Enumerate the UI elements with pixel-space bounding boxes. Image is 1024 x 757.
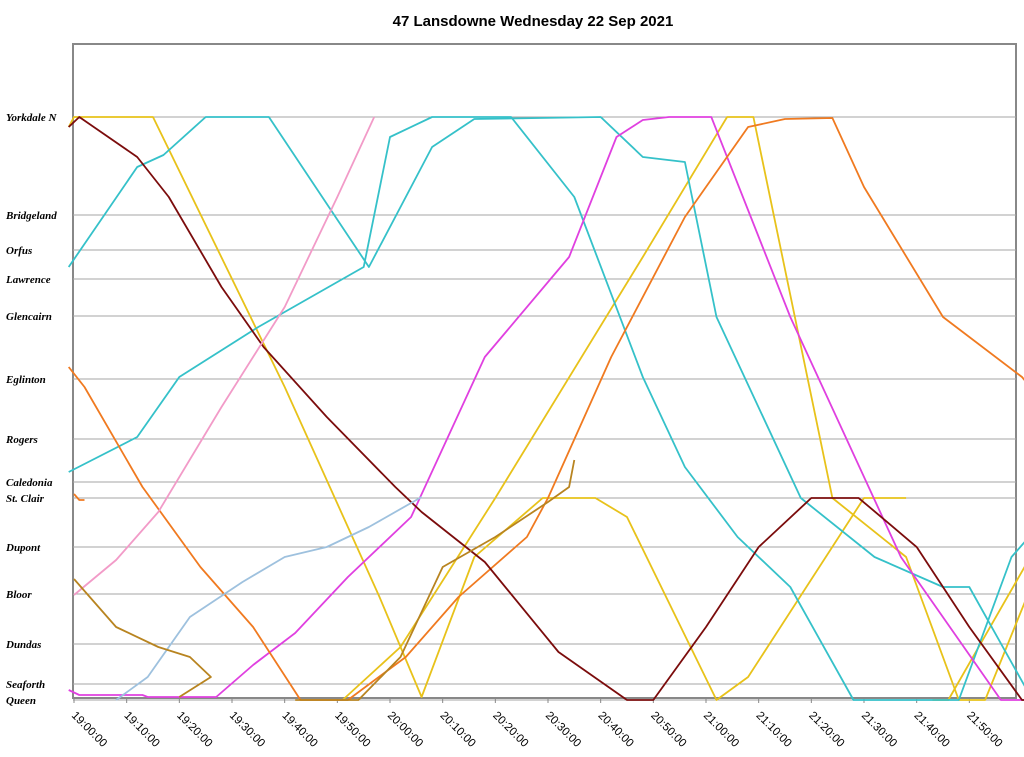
series-line-2 bbox=[341, 116, 1024, 701]
y-tick-label: Lawrence bbox=[5, 274, 51, 286]
x-tick-label: 20:50:00 bbox=[648, 710, 688, 750]
x-tick-label: 21:20:00 bbox=[806, 710, 846, 750]
y-tick-label: Dundas bbox=[5, 639, 41, 651]
series-line-11 bbox=[115, 496, 423, 701]
chart-title: 47 Lansdowne Wednesday 22 Sep 2021 bbox=[393, 13, 674, 30]
x-tick-label: 20:20:00 bbox=[490, 710, 530, 750]
series-line-9 bbox=[68, 116, 1024, 701]
x-tick-label: 19:20:00 bbox=[174, 710, 214, 750]
y-tick-label: St. Clair bbox=[6, 493, 45, 505]
x-tick-label: 21:50:00 bbox=[964, 710, 1004, 750]
y-tick-label: Eglinton bbox=[5, 374, 46, 386]
series-line-8 bbox=[73, 493, 85, 501]
x-tick-label: 19:40:00 bbox=[280, 710, 320, 750]
y-tick-label: Yorkdale N bbox=[6, 112, 57, 124]
series-line-12 bbox=[73, 578, 212, 698]
x-tick-label: 21:00:00 bbox=[701, 710, 741, 750]
x-tick-label: 20:10:00 bbox=[438, 710, 478, 750]
y-tick-label: Glencairn bbox=[6, 311, 52, 323]
x-tick-label: 20:40:00 bbox=[596, 710, 636, 750]
x-tick-label: 20:00:00 bbox=[385, 710, 425, 750]
y-tick-label: Caledonia bbox=[6, 477, 53, 489]
series-line-5 bbox=[68, 116, 1024, 701]
series-line-10 bbox=[73, 116, 376, 596]
x-tick-label: 19:50:00 bbox=[332, 710, 372, 750]
x-tick-label: 21:10:00 bbox=[754, 710, 794, 750]
series-line-4 bbox=[67, 116, 1024, 687]
y-tick-label: Seaforth bbox=[6, 679, 45, 691]
x-tick-label: 20:30:00 bbox=[543, 710, 583, 750]
series-line-13 bbox=[295, 459, 576, 701]
x-tick-label: 19:00:00 bbox=[69, 710, 109, 750]
y-tick-label: Orfus bbox=[6, 245, 32, 257]
series-line-6 bbox=[68, 116, 1024, 701]
y-tick-label: Bridgeland bbox=[5, 210, 57, 222]
y-tick-label: Queen bbox=[6, 695, 36, 707]
plot-area bbox=[72, 43, 1017, 699]
y-axis-labels: Yorkdale N Bridgeland Orfus Lawrence Glencai… bbox=[5, 112, 57, 707]
y-tick-label: Bloor bbox=[5, 589, 32, 601]
y-tick-label: Dupont bbox=[5, 542, 41, 554]
x-tick-label: 21:30:00 bbox=[859, 710, 899, 750]
x-tick-label: 19:10:00 bbox=[122, 710, 162, 750]
x-tick-label: 21:40:00 bbox=[912, 710, 952, 750]
series-lines bbox=[67, 116, 1024, 701]
x-axis-labels: 19:00:00 19:10:00 19:20:00 19:30:00 19:40:00… bbox=[69, 698, 1004, 750]
x-tick-label: 19:30:00 bbox=[227, 710, 267, 750]
y-tick-label: Rogers bbox=[5, 434, 38, 446]
